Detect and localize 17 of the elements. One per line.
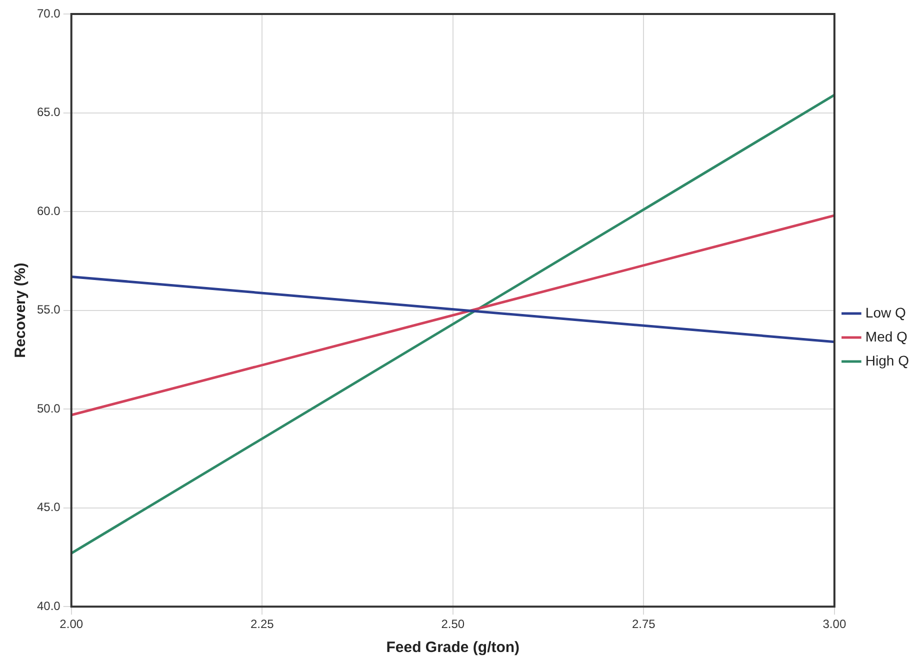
x-axis-title: Feed Grade (g/ton) [386, 639, 520, 656]
y-tick-label: 60.0 [36, 204, 61, 218]
legend-label: Low Q [865, 304, 906, 320]
x-tick-label: 2.75 [632, 617, 656, 632]
x-tick-label: 2.50 [441, 617, 465, 632]
y-tick-label: 50.0 [36, 401, 61, 416]
y-tick-label: 65.0 [36, 105, 61, 120]
y-tick-label: 70.0 [36, 6, 61, 20]
y-tick-label: 55.0 [36, 302, 61, 317]
y-tick-label: 45.0 [36, 500, 61, 514]
legend-label: High Q [865, 352, 910, 368]
y-tick-label: 40.0 [36, 598, 61, 613]
x-tick-label: 2.25 [250, 617, 274, 632]
y-axis-title: Recovery (%) [12, 262, 30, 358]
legend-label: Med Q [865, 328, 908, 344]
x-tick-label: 2.00 [60, 617, 84, 632]
x-tick-label: 3.00 [822, 617, 846, 632]
